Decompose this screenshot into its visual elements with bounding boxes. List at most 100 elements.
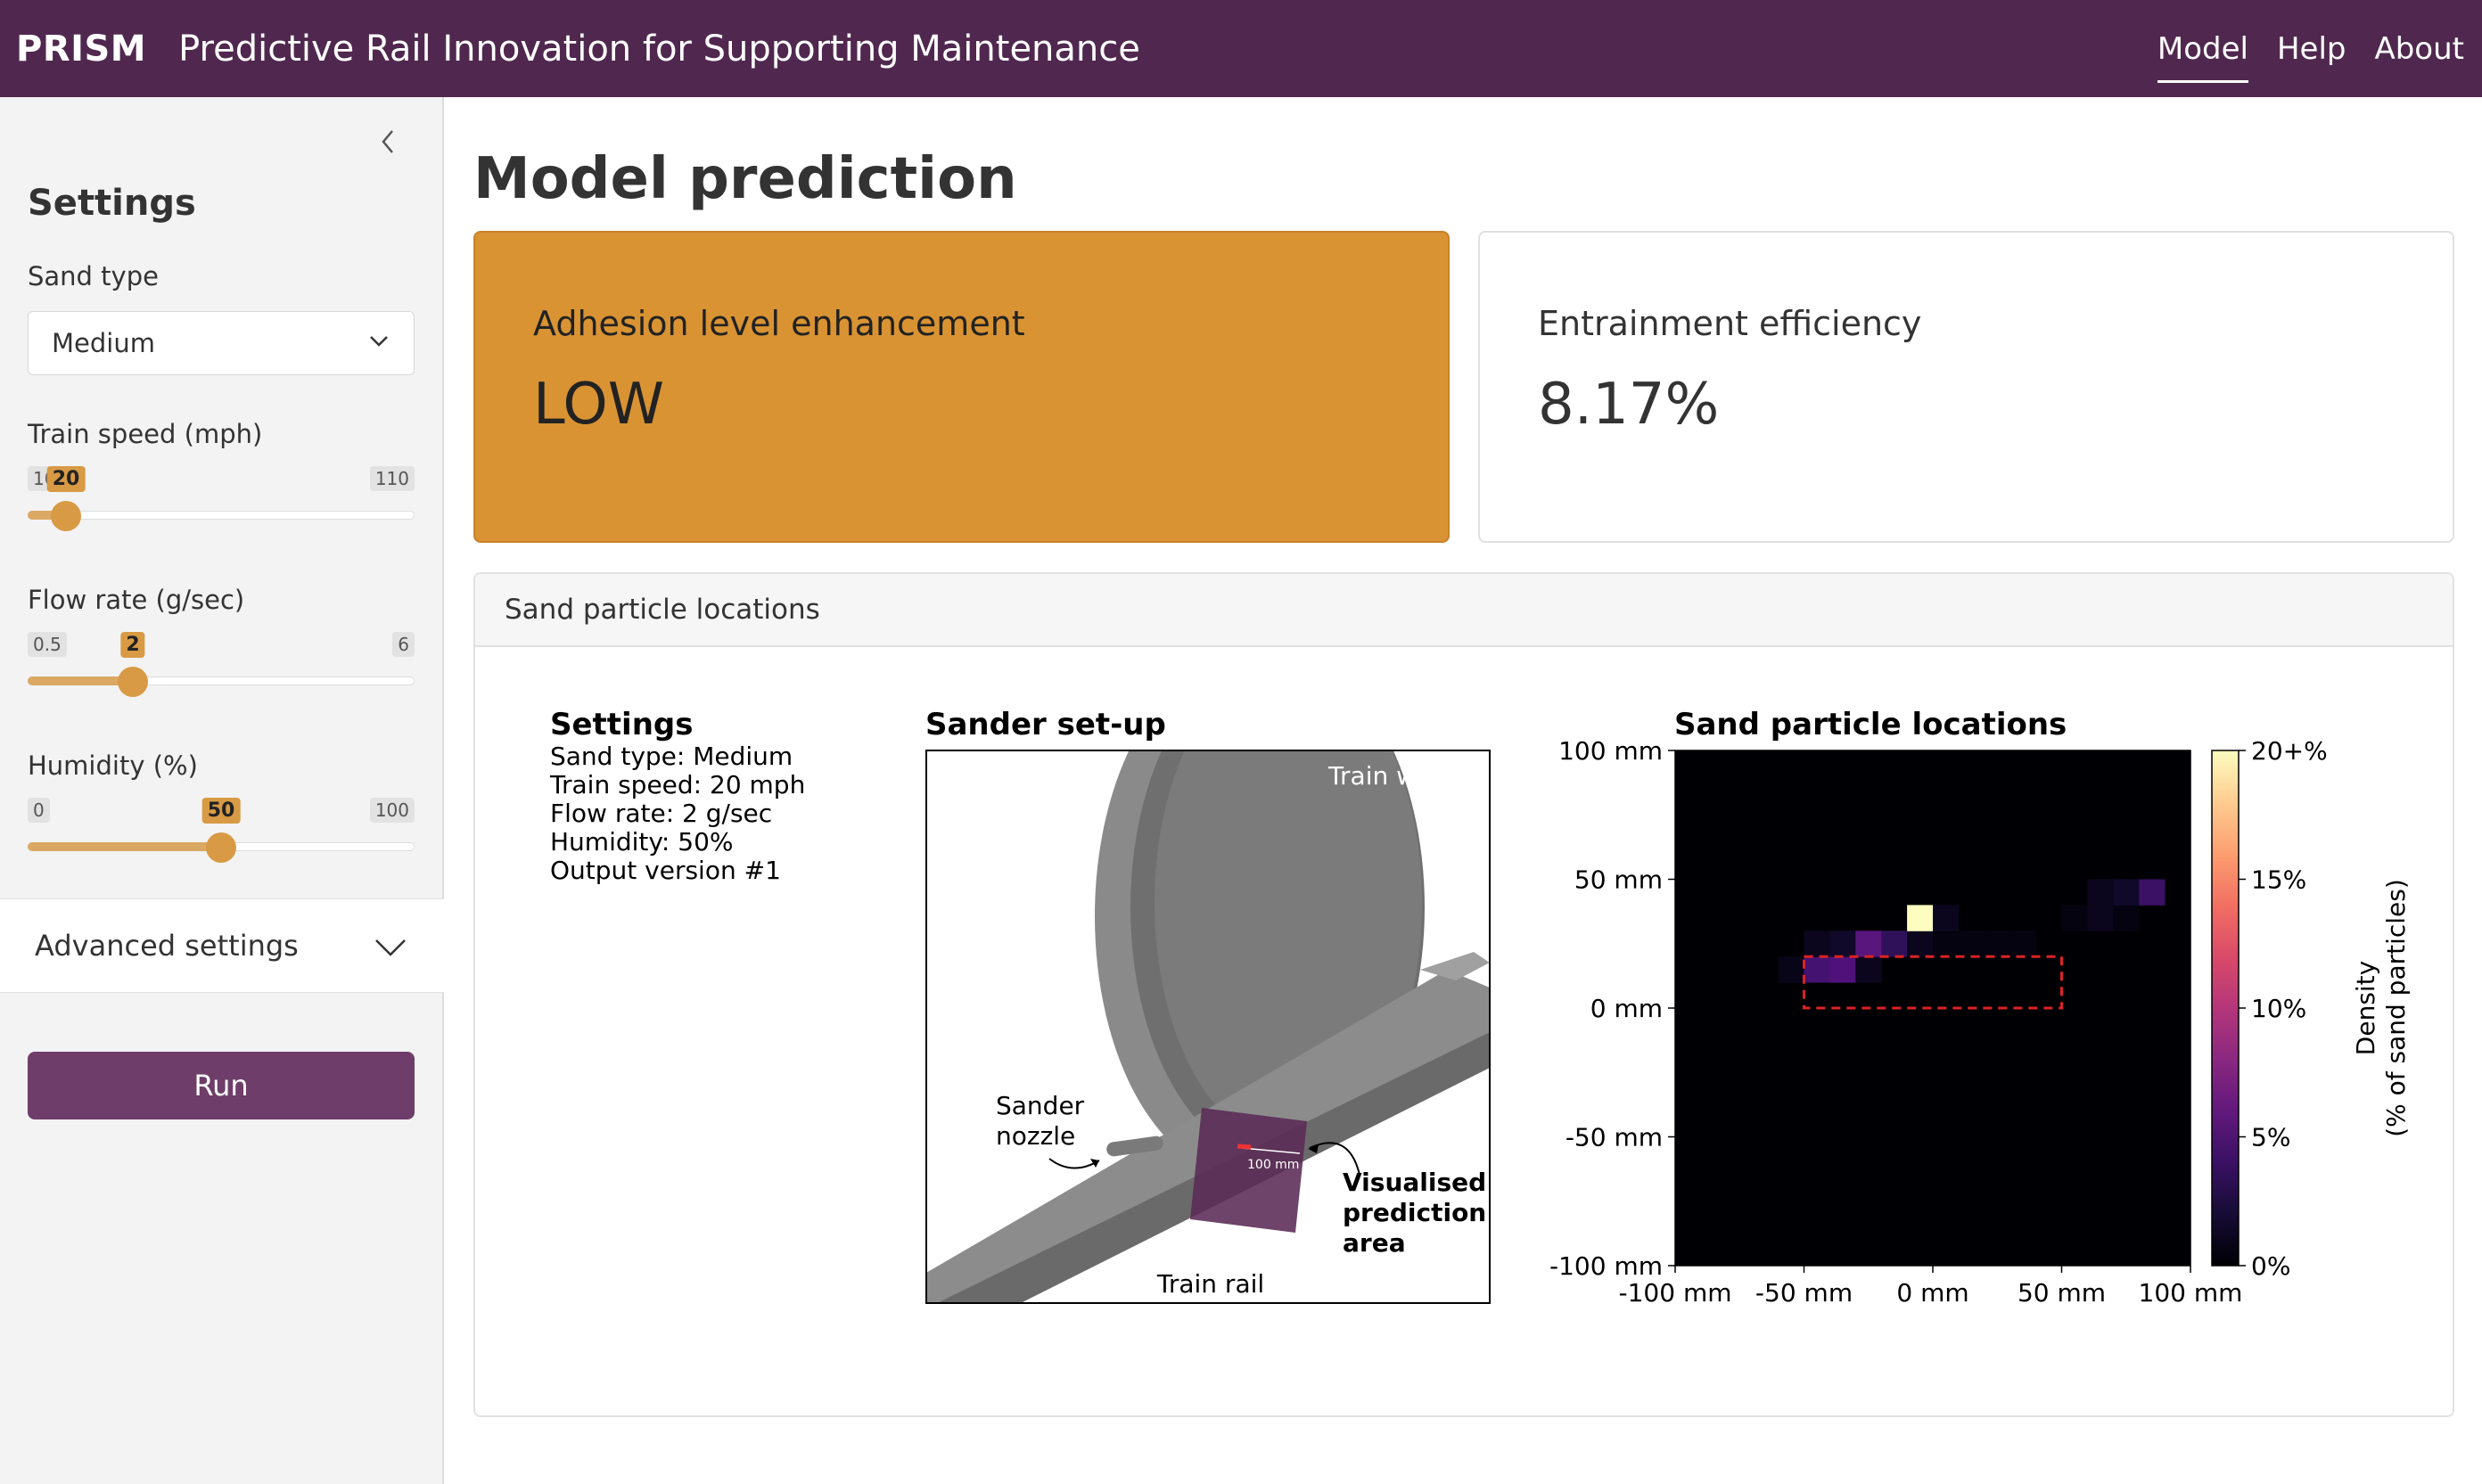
heatmap-cell (2139, 879, 2166, 906)
colorbar-tick-label: 5% (2251, 1123, 2290, 1152)
heatmap-cell (1984, 931, 2011, 957)
heatmap-cell (2061, 905, 2088, 931)
panel-title: Sand particle locations (505, 594, 820, 626)
adhesion-card: Adhesion level enhancement LOW (473, 231, 1450, 543)
slider-min: 0.5 (28, 632, 67, 657)
sander-setup-illustration: 100 mm Train wheel Sander nozzle Visuali… (925, 750, 1491, 1304)
rail-label: Train rail (1156, 1269, 1264, 1299)
humidity-slider[interactable]: 0 100 50 (28, 798, 415, 878)
slider-thumb[interactable] (118, 667, 148, 697)
y-tick-label: 50 mm (1574, 865, 1663, 895)
heatmap-cell (1778, 956, 1804, 983)
heatmap: 100 mm 50 mm 0 mm -50 mm -100 mm-100 mm -50 m… (1549, 736, 2411, 1308)
sand-type-select[interactable]: Medium (28, 311, 415, 375)
setup-title: Sander set-up (925, 707, 1166, 742)
y-tick-label: -100 mm (1549, 1251, 1663, 1281)
slider-track[interactable] (28, 511, 415, 520)
prediction-area-shape (1190, 1108, 1307, 1233)
app-subtitle: Predictive Rail Innovation for Supportin… (178, 28, 1140, 70)
adhesion-label: Adhesion level enhancement (533, 304, 1025, 343)
chevron-down-icon (370, 336, 388, 347)
page-title: Model prediction (473, 146, 1017, 212)
train-speed-slider[interactable]: 10 110 20 (28, 466, 415, 546)
nozzle-shape (1106, 1136, 1163, 1157)
figure-settings-line: Output version #1 (550, 856, 781, 885)
flow-rate-label: Flow rate (g/sec) (28, 585, 245, 615)
entrainment-value: 8.17% (1538, 372, 1720, 438)
figure-settings-line: Humidity: 50% (550, 827, 734, 857)
nozzle-label: nozzle (996, 1121, 1075, 1151)
heatmap-cell (1804, 931, 1830, 957)
sidebar: Settings Sand type Medium Train speed (m… (0, 97, 444, 1484)
x-tick-label: 0 mm (1896, 1278, 1968, 1308)
slider-max: 110 (369, 466, 415, 491)
slider-min: 0 (28, 798, 50, 823)
heatmap-cell (1829, 956, 1856, 983)
heatmap-cell (2087, 879, 2114, 906)
entrainment-label: Entrainment efficiency (1538, 304, 1922, 343)
x-tick-label: -100 mm (1619, 1278, 1732, 1308)
slider-max: 6 (392, 632, 415, 657)
scale-label: 100 mm (1247, 1158, 1299, 1172)
heatmap-background (1675, 750, 2190, 1266)
heatmap-cell (1881, 931, 1908, 957)
sidebar-title: Settings (28, 183, 196, 224)
heatmap-cell (2009, 931, 2037, 957)
area-label: area (1343, 1228, 1406, 1258)
x-tick-label: -50 mm (1755, 1278, 1853, 1308)
sand-type-label: Sand type (28, 261, 159, 291)
heatmap-cell (1933, 905, 1960, 931)
sand-type-value: Medium (52, 328, 155, 358)
prediction-area-box (1803, 955, 2063, 1010)
heatmap-cell (1907, 931, 1934, 957)
nav-about[interactable]: About (2374, 30, 2464, 67)
heatmap-cell (1829, 931, 1856, 957)
heatmap-cell (1855, 931, 1882, 957)
advanced-settings-toggle[interactable]: Advanced settings (0, 898, 444, 993)
heatmap-cell (1907, 905, 1934, 931)
brand-logo[interactable]: PRISM (16, 28, 147, 70)
colorbar-tick-label: 15% (2251, 865, 2306, 895)
slider-value: 2 (120, 632, 145, 658)
prediction-figure: Settings Sand type: Medium Train speed: … (549, 707, 2411, 1308)
x-tick-label: 100 mm (2139, 1278, 2243, 1308)
heatmap-cell (2087, 905, 2114, 931)
figure-settings-line: Train speed: 20 mph (549, 770, 805, 799)
heatmap-cell (1958, 931, 1985, 957)
area-label: prediction (1343, 1198, 1486, 1227)
slider-fill (28, 842, 221, 851)
y-tick-label: -50 mm (1566, 1123, 1663, 1152)
colorbar (2211, 750, 2240, 1267)
train-speed-label: Train speed (mph) (28, 419, 263, 449)
slider-fill (28, 511, 66, 520)
flow-rate-slider[interactable]: 0.5 6 2 (28, 632, 415, 712)
heatmap-cell (2113, 905, 2140, 931)
colorbar-tick-label: 10% (2251, 994, 2306, 1023)
nav-help[interactable]: Help (2276, 30, 2346, 67)
heatmap-cell (1804, 956, 1830, 983)
wheel-label: Train wheel (1327, 761, 1470, 791)
area-label: Visualised (1343, 1168, 1486, 1197)
heatmap-cell (2113, 879, 2140, 906)
nozzle-label: Sander (996, 1091, 1085, 1120)
figure-settings-line: Sand type: Medium (550, 742, 793, 771)
chevron-left-icon[interactable] (374, 124, 401, 160)
heatmap-cell (1855, 956, 1882, 983)
chart-title: Sand particle locations (1674, 707, 2067, 742)
slider-value: 50 (201, 798, 241, 824)
figure-settings-list: Sand type: Medium Train speed: 20 mph Fl… (549, 742, 805, 885)
x-tick-label: 50 mm (2018, 1278, 2106, 1308)
chevron-down-icon (375, 939, 406, 956)
colorbar-tick-label: 0% (2251, 1251, 2290, 1281)
slider-max: 100 (369, 798, 415, 823)
nav-menu: Model Help About (2157, 0, 2464, 97)
humidity-label: Humidity (%) (28, 750, 198, 781)
nav-model[interactable]: Model (2157, 30, 2249, 83)
slider-thumb[interactable] (51, 501, 81, 531)
slider-thumb[interactable] (206, 832, 236, 863)
sand-locations-panel: Sand particle locations Settings Sand ty… (473, 572, 2454, 1417)
figure-settings-title: Settings (550, 707, 694, 742)
entrainment-card: Entrainment efficiency 8.17% (1478, 231, 2454, 543)
run-button[interactable]: Run (28, 1052, 415, 1119)
advanced-settings-label: Advanced settings (35, 929, 299, 963)
